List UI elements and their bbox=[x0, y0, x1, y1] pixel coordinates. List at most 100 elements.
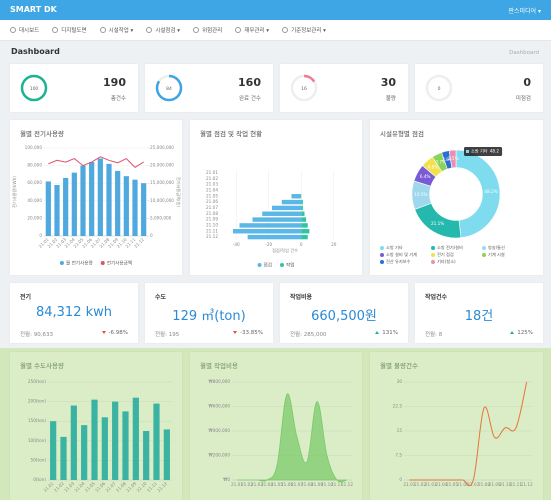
legend-swatch bbox=[59, 261, 64, 265]
line bbox=[48, 156, 144, 168]
nav-item[interactable]: 디지털도면 bbox=[52, 26, 86, 34]
nav-item[interactable]: 재무관리 ▾ bbox=[235, 26, 269, 34]
x-tick-label: 21.12 bbox=[133, 237, 145, 249]
slice-label: 6.4% bbox=[420, 174, 431, 179]
y-tick-label: 21.10 bbox=[206, 222, 218, 227]
kpi-previous: 전월: 285,000 bbox=[290, 332, 327, 338]
legend-swatch bbox=[482, 246, 486, 250]
chart-title: 월별 작업비용 bbox=[200, 362, 238, 370]
y2-tick-label: 25,000,000 bbox=[150, 145, 174, 150]
y-tick-label: 21.04 bbox=[206, 187, 218, 192]
chart-title: 월별 전기사용량 bbox=[20, 130, 64, 138]
bar bbox=[262, 211, 302, 216]
y-tick-label: 40,000 bbox=[27, 198, 42, 203]
legend-label: 방송/통신 bbox=[488, 244, 505, 250]
x-tick-label: 21.06 bbox=[457, 482, 469, 487]
legend-label: 전기사용금액 bbox=[107, 260, 132, 267]
legend-label: 기계 시설 bbox=[488, 251, 505, 258]
nav-item[interactable]: 기준정보관리 ▾ bbox=[282, 26, 326, 34]
x-tick-label: 20 bbox=[331, 242, 337, 247]
tooltip-swatch bbox=[466, 150, 469, 153]
x-tick-label: 21.04 bbox=[261, 482, 273, 487]
kpi-change: 131% bbox=[375, 330, 398, 336]
bar bbox=[272, 205, 302, 211]
progress-ring: 84 bbox=[155, 74, 183, 102]
y-tick-label: 80,000 bbox=[27, 163, 42, 168]
chart: 48.2% 21.1% 10.5% 6.4% 4.8%3.7%2.8%2.5% 소방 기타… bbox=[380, 147, 505, 265]
legend: 점검 작업 bbox=[257, 262, 294, 269]
legend-label: 작업 bbox=[286, 262, 294, 269]
slice-label: 21.1% bbox=[431, 221, 444, 226]
x-tick-label: 21.11 bbox=[510, 482, 522, 487]
bar bbox=[141, 183, 147, 236]
x-tick-label: 21.05 bbox=[84, 481, 96, 493]
y-tick-label: 21.03 bbox=[206, 182, 218, 187]
nav-item[interactable]: 시설작업 ▾ bbox=[100, 26, 134, 34]
legend-label: 소방 기타 bbox=[386, 244, 403, 251]
bar bbox=[60, 436, 67, 480]
progress-ring: 0 bbox=[425, 74, 453, 102]
legend-swatch bbox=[280, 263, 284, 267]
slice-label: 3.7% bbox=[435, 159, 446, 164]
x-tick-label: 21.09 bbox=[311, 482, 323, 487]
y-tick-label: 21.06 bbox=[206, 199, 218, 204]
slice-label: 48.2% bbox=[484, 189, 497, 194]
y-tick-label: ₩200,000 bbox=[209, 453, 231, 458]
y-axis-title: 전기사용량(kWh) bbox=[11, 176, 18, 208]
bar bbox=[252, 217, 302, 222]
nav-bar: 대시보드 디지털도면 시설작업 ▾ 시설점검 ▾ 위험관리 재무관리 ▾ 기준정보관리 ▾ bbox=[0, 20, 551, 41]
chart-card: 월별 점검 및 작업 현황 -40 -20 0 20 점검/작업 건수 21.01 21.02… bbox=[190, 120, 362, 275]
x-tick-label: 21.02 bbox=[414, 482, 426, 487]
x-tick-label: 21.06 bbox=[281, 482, 293, 487]
legend-label: 점검 bbox=[264, 262, 272, 269]
bar bbox=[291, 194, 302, 199]
x-tick-label: 21.05 bbox=[271, 482, 283, 487]
legend: 월 전기사용량 전기사용금액 bbox=[59, 260, 132, 267]
x-tick-label: 21.11 bbox=[146, 481, 158, 493]
bar bbox=[301, 234, 308, 240]
x-tick-label: 21.08 bbox=[115, 481, 127, 493]
bar bbox=[143, 431, 150, 480]
y-tick-label: 60,000 bbox=[27, 180, 42, 185]
legend-label: 전산 유지보수 bbox=[386, 258, 411, 265]
stat-value: 160 bbox=[238, 76, 261, 89]
bar bbox=[101, 417, 108, 480]
bar bbox=[301, 205, 303, 211]
nav-item[interactable]: 대시보드 bbox=[10, 26, 39, 34]
y-tick-label: 0 bbox=[39, 233, 42, 238]
y-tick-label: 7.5 bbox=[395, 453, 402, 458]
legend-swatch bbox=[431, 246, 435, 250]
y-tick-label: 21.07 bbox=[206, 205, 218, 210]
y-tick-label: 200(ton) bbox=[28, 399, 46, 404]
bar bbox=[89, 162, 95, 236]
bar bbox=[122, 411, 129, 480]
legend-swatch bbox=[257, 263, 262, 267]
x-tick-label: 21.07 bbox=[291, 482, 303, 487]
kpi-value: 660,500원 bbox=[311, 309, 377, 324]
kpi-card: 전기 84,312 kwh 전월: 90,633 -6.98% bbox=[10, 283, 138, 343]
y-tick-label: 21.12 bbox=[206, 234, 218, 239]
kpi-card: 수도 129 ㎥(ton) 전월: 195 -33.85% bbox=[145, 283, 273, 343]
nav-item[interactable]: 위험관리 bbox=[193, 26, 222, 34]
x-tick-label: 21.02 bbox=[53, 481, 65, 493]
nav-item[interactable]: 시설점검 ▾ bbox=[146, 26, 180, 34]
ring-arc bbox=[20, 74, 48, 102]
bar bbox=[281, 199, 302, 205]
tooltip-box bbox=[464, 147, 503, 156]
y-tick-label: 22.5 bbox=[393, 404, 403, 409]
bar bbox=[91, 399, 98, 480]
x-tick-label: 21.08 bbox=[478, 482, 490, 487]
chart: ₩0₩200,000₩400,000₩600,000₩800,00021.012… bbox=[209, 379, 354, 487]
legend-swatch bbox=[482, 253, 486, 257]
user-menu[interactable]: 판스미디어 ▾ bbox=[508, 8, 541, 15]
x-tick-label: 21.10 bbox=[499, 482, 511, 487]
legend-label: 소방 전기/설비 bbox=[437, 244, 463, 251]
x-tick-label: 21.10 bbox=[321, 482, 333, 487]
chart-title: 월별 점검 및 작업 현황 bbox=[200, 130, 263, 138]
slice-label: 2.5% bbox=[448, 156, 459, 161]
y-tick-label: 30 bbox=[397, 379, 403, 384]
x-tick-label: 21.07 bbox=[105, 481, 117, 493]
stat-card: 0 0 미점검 bbox=[415, 64, 543, 112]
kpi-title: 수도 bbox=[155, 294, 167, 301]
